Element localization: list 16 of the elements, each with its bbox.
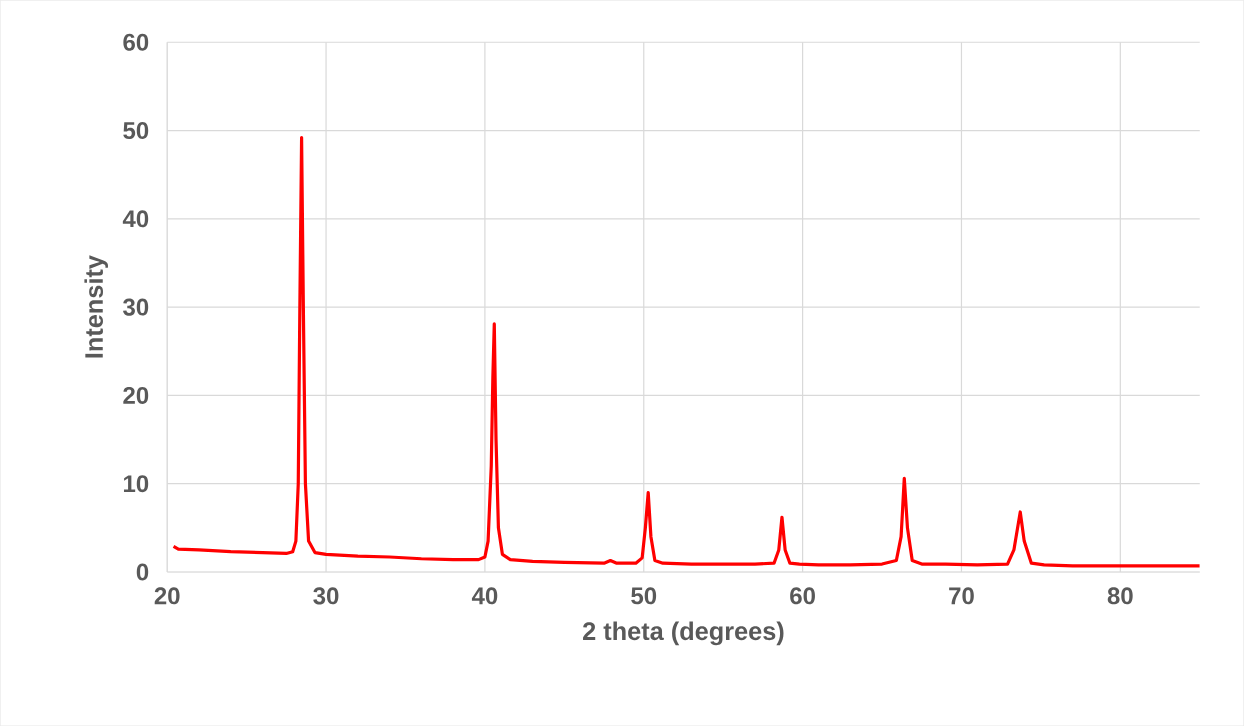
x-tick-label: 20 xyxy=(154,587,180,605)
y-tick-label: 60 xyxy=(123,33,149,51)
y-tick-label: 0 xyxy=(136,563,149,581)
y-axis-title: Intensity xyxy=(84,255,108,358)
x-tick-label: 50 xyxy=(631,587,657,605)
y-tick-label: 40 xyxy=(122,210,149,228)
x-tick-label: 30 xyxy=(313,587,339,605)
y-tick-label: 30 xyxy=(123,298,149,316)
x-tick-label: 40 xyxy=(471,587,498,605)
x-tick-label: 60 xyxy=(790,587,815,605)
x-tick-label: 80 xyxy=(1107,587,1133,605)
y-tick-label: 20 xyxy=(123,386,149,404)
x-axis-title: 2 theta (degrees) xyxy=(583,621,784,646)
y-tick-label: 10 xyxy=(123,475,149,493)
y-tick-label: 50 xyxy=(123,121,149,139)
x-tick-label: 70 xyxy=(949,587,974,605)
